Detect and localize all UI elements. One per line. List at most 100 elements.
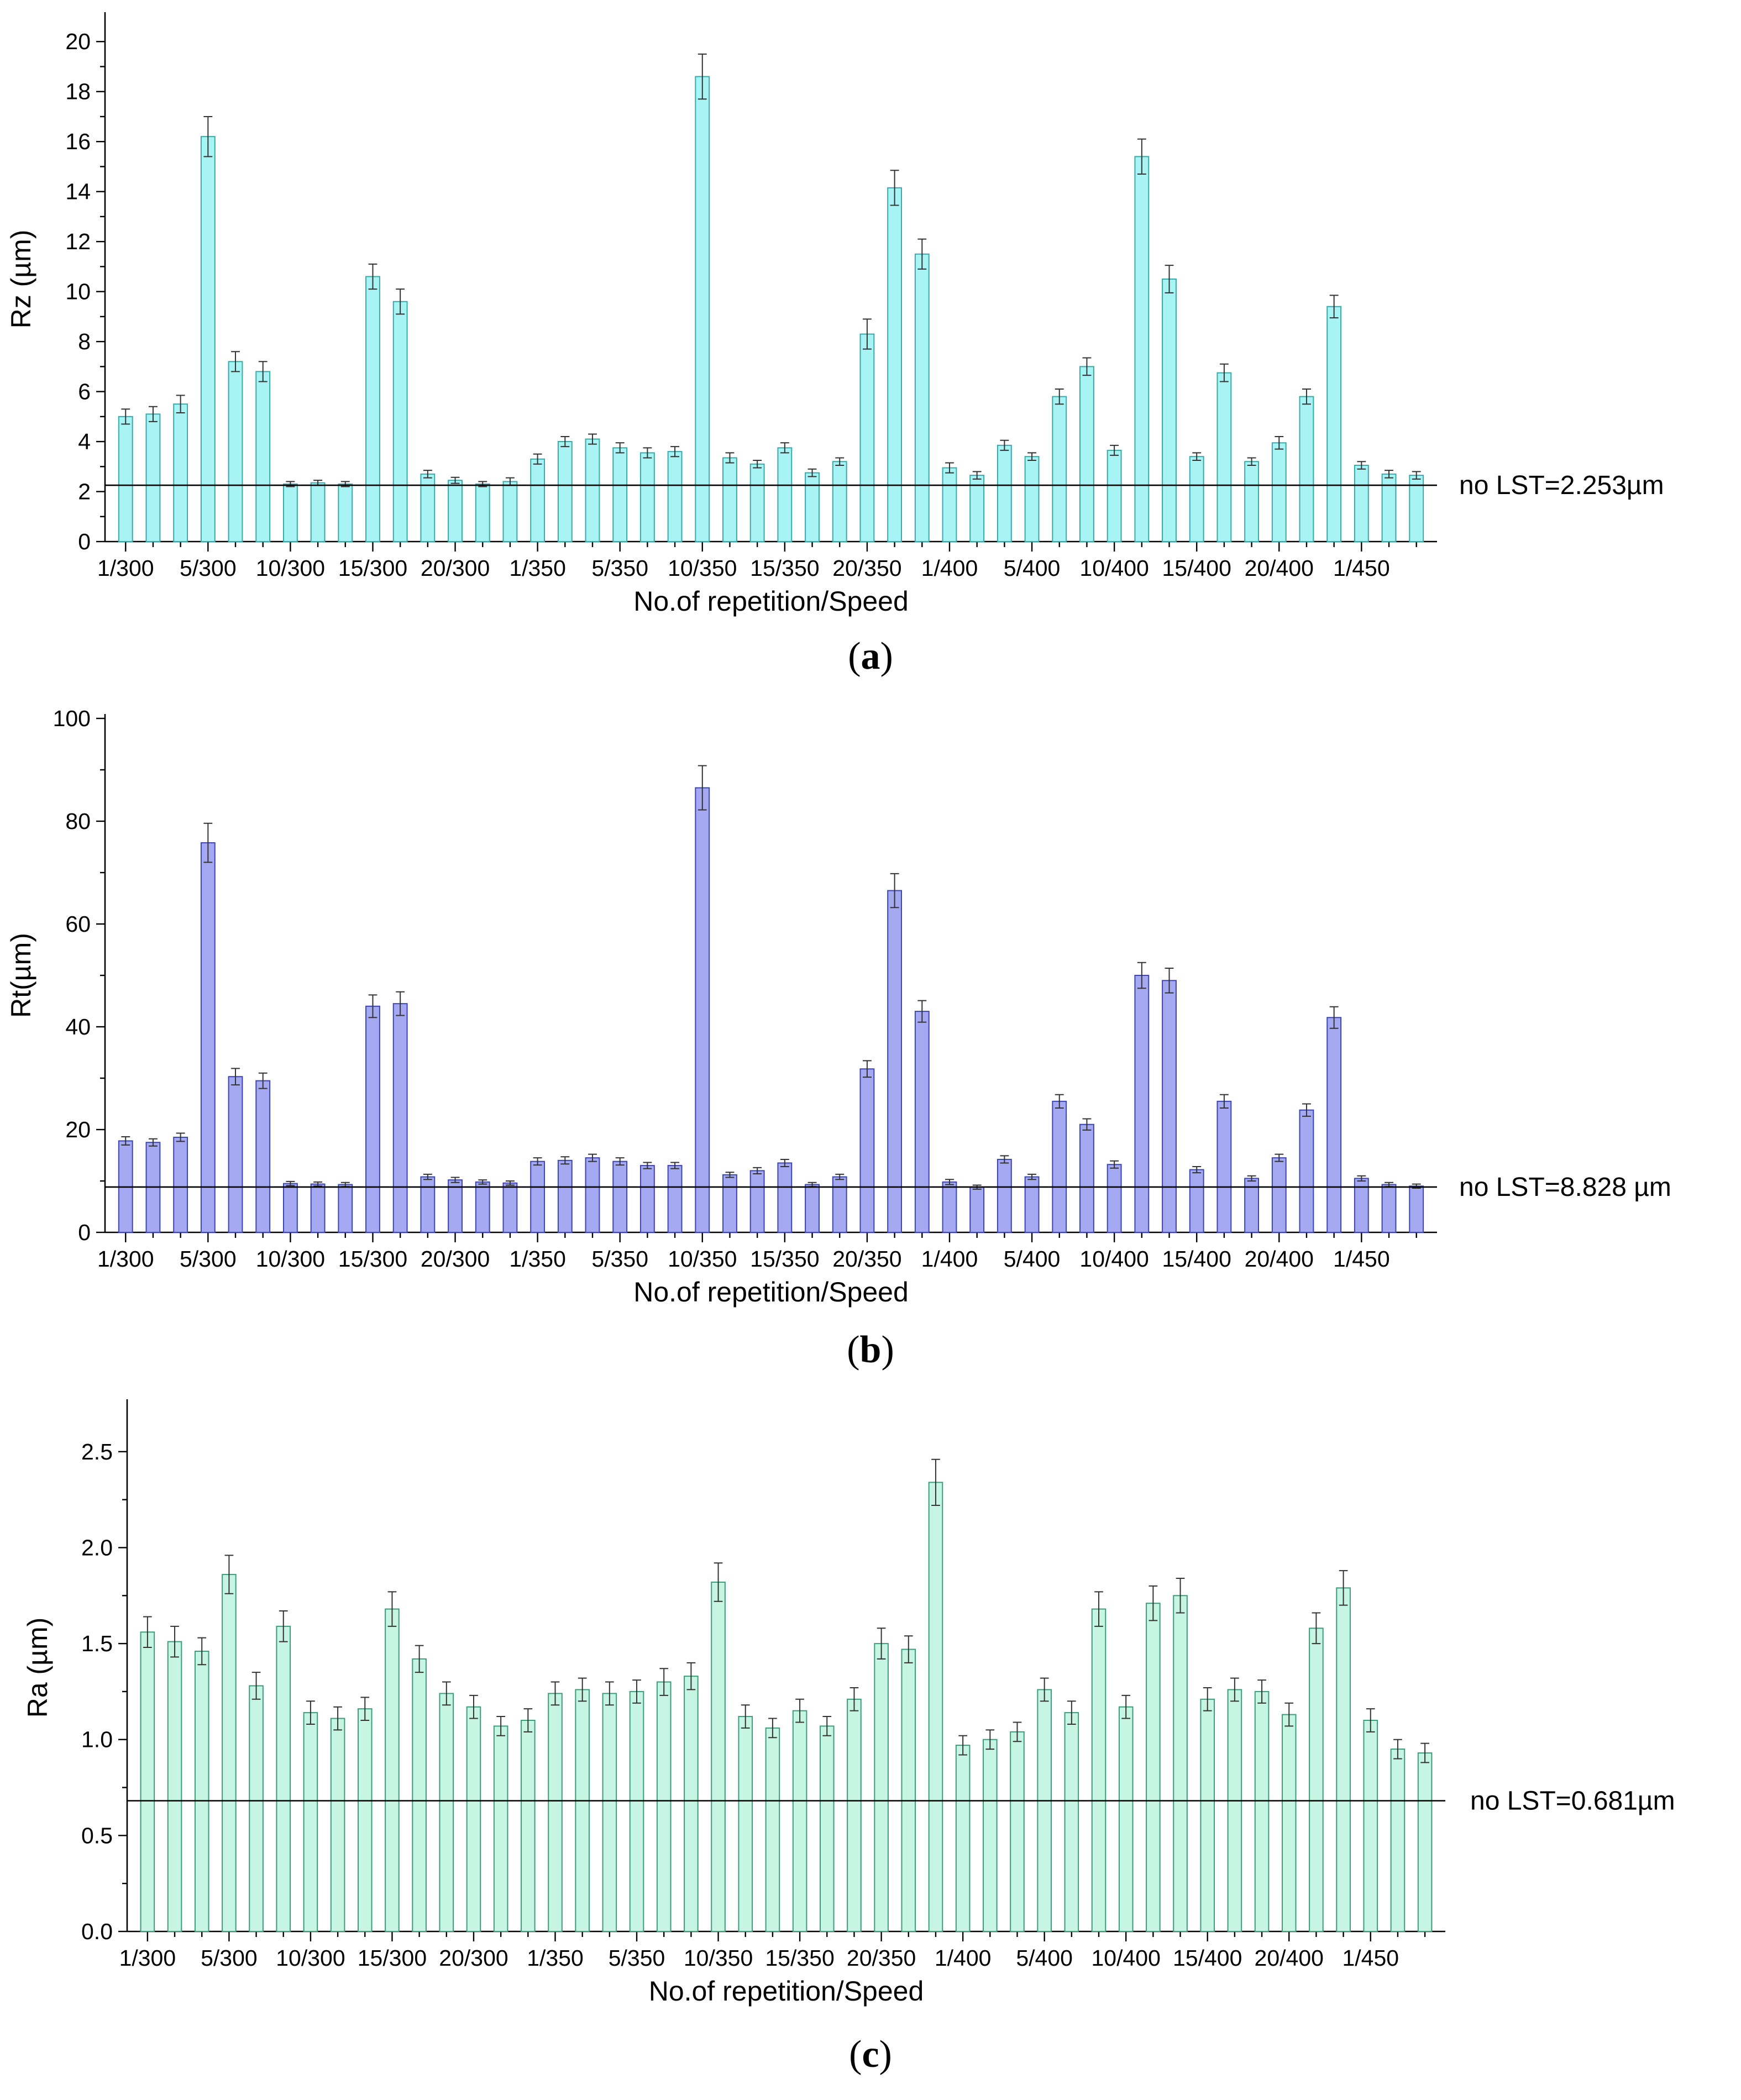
x-axis-title: No.of repetition/Speed [633, 586, 909, 617]
x-tick-label: 5/350 [609, 1945, 665, 1971]
bar [1024, 456, 1040, 543]
bar [194, 1650, 209, 1933]
bar [173, 1136, 188, 1233]
bar [1417, 1752, 1433, 1932]
x-tick-label: 1/400 [921, 555, 978, 581]
error-bar [670, 1162, 680, 1169]
bar [448, 1179, 463, 1233]
x-tick-label: 15/300 [338, 1246, 407, 1272]
error-bar [1094, 1591, 1103, 1627]
bar [1010, 1731, 1025, 1933]
bar [282, 1183, 298, 1233]
error-bar [1165, 265, 1174, 293]
bar [1091, 1608, 1107, 1932]
error-bar [368, 263, 377, 290]
y-tick-label: 0 [78, 1220, 91, 1245]
error-bar [1082, 1118, 1092, 1131]
error-bar [972, 471, 982, 480]
panel-label: (a) [848, 635, 893, 678]
y-tick-label: 0 [78, 529, 91, 554]
bar [255, 371, 271, 543]
error-bar [768, 1718, 777, 1739]
error-bar [632, 1679, 641, 1704]
bar [200, 136, 216, 542]
bar [548, 1693, 563, 1933]
bar [1244, 461, 1260, 542]
error-bar [1082, 357, 1092, 376]
error-bar [795, 1698, 804, 1723]
bar [1037, 1689, 1052, 1932]
bar [765, 1727, 780, 1932]
bar [1409, 1185, 1424, 1233]
error-bar [415, 1645, 424, 1673]
error-bar [904, 1635, 913, 1663]
error-bar [1110, 1160, 1119, 1169]
x-tick-label: 10/350 [684, 1945, 753, 1971]
error-bar [643, 447, 652, 459]
x-tick-label: 15/350 [765, 1945, 834, 1971]
x-tick-label: 15/400 [1162, 555, 1231, 581]
error-bar [1219, 1094, 1229, 1109]
y-tick-label: 20 [65, 1117, 91, 1142]
y-tick-label: 1.0 [81, 1727, 113, 1752]
x-tick-label: 20/350 [832, 1246, 901, 1272]
y-tick-label: 14 [65, 179, 91, 204]
x-tick-label: 1/300 [119, 1945, 176, 1971]
y-tick-label: 12 [65, 229, 91, 254]
error-bar [835, 1173, 845, 1180]
error-bar [149, 1138, 158, 1147]
error-bar [1302, 389, 1311, 405]
error-bar [822, 1716, 832, 1736]
bar [1326, 306, 1342, 542]
error-bar [442, 1681, 451, 1706]
error-bar [279, 1610, 288, 1642]
error-bar [917, 238, 927, 270]
error-bar [1013, 1721, 1022, 1742]
bar [1107, 1164, 1122, 1233]
bar [557, 1159, 573, 1233]
bar [874, 1643, 889, 1932]
error-bar [396, 288, 405, 315]
bar [502, 481, 518, 543]
error-bar [423, 1173, 432, 1180]
bar [1134, 156, 1150, 543]
bar [255, 1080, 271, 1233]
bar [847, 1698, 862, 1933]
error-bar [670, 446, 680, 458]
panel-label: (c) [849, 2033, 892, 2076]
x-tick-label: 1/350 [527, 1945, 584, 1971]
bar [575, 1689, 590, 1932]
bar [997, 1158, 1012, 1233]
bar [695, 76, 710, 543]
bar [629, 1691, 644, 1933]
error-bar [1420, 1742, 1429, 1763]
x-tick-label: 5/300 [180, 555, 237, 581]
error-bar [170, 1625, 179, 1658]
bar [1336, 1587, 1351, 1932]
error-bar [450, 476, 460, 484]
error-bar [714, 1562, 723, 1602]
y-tick-label: 6 [78, 379, 91, 405]
bar [749, 1170, 765, 1233]
bar [228, 361, 243, 542]
error-bar [258, 1072, 268, 1089]
x-tick-label: 1/450 [1333, 555, 1390, 581]
error-bar [149, 406, 158, 422]
error-bar [780, 442, 789, 454]
y-tick-label: 80 [65, 809, 91, 834]
bar [1024, 1176, 1040, 1233]
bar [1079, 1124, 1094, 1233]
bar [385, 1608, 400, 1932]
error-bar [958, 1735, 968, 1756]
y-axis-title: Ra (µm) [22, 1618, 53, 1718]
error-bar [1275, 1153, 1284, 1162]
bar [1381, 473, 1397, 542]
bar [1052, 1100, 1067, 1233]
bar [722, 457, 737, 543]
error-bar [560, 436, 570, 448]
bar [955, 1745, 971, 1933]
error-bar [578, 1677, 587, 1702]
error-bar [725, 1172, 735, 1178]
bar [365, 276, 380, 542]
